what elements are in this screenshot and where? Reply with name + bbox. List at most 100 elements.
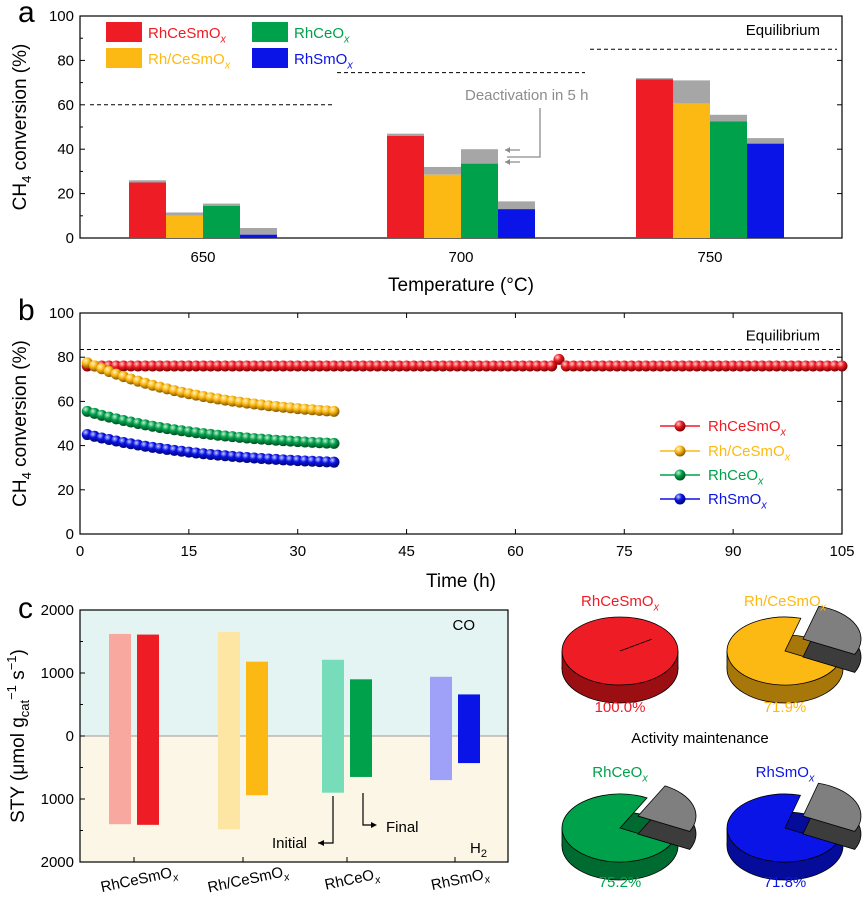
bar-RhCeOx [710, 121, 747, 238]
x-tick-label: 15 [181, 543, 198, 560]
legend-label-sub: x [346, 60, 353, 72]
pie-remainder [637, 785, 697, 832]
x-tick-label: 750 [697, 249, 722, 266]
x-tick-label-sub: x [282, 871, 291, 884]
pie-slice-RhCeOx [561, 793, 673, 863]
x-tick-label-sub: x [373, 874, 382, 887]
x-tick-label-sub: x [171, 871, 180, 884]
x-tick-label-base: RhCeO [323, 867, 375, 894]
x-tick-label: RhCeOx [323, 865, 382, 897]
pie-title-base: RhCeSmO [581, 593, 654, 610]
co-label: CO [453, 617, 476, 634]
legend-label-base: RhCeSmO [708, 418, 781, 435]
h2-base: H [470, 840, 481, 857]
y-tick-label: 2000 [41, 602, 74, 619]
initial-arrowhead [318, 840, 324, 846]
bar-deactivation [747, 138, 784, 144]
legend-swatch [252, 48, 288, 68]
bar-deactivation [636, 78, 673, 80]
initial-label: Initial [272, 835, 307, 852]
pie-title-sub: x [641, 773, 648, 785]
bar-RhSmOx [240, 234, 277, 238]
annotation-arrowheads [505, 147, 510, 165]
x-axis-label-b: Time (h) [426, 571, 496, 592]
data-point-Rh-CeSmOx [328, 405, 340, 417]
legend-label-base: RhCeO [294, 25, 344, 42]
y-tick-label: 60 [57, 393, 74, 410]
y-tick-label: 40 [57, 438, 74, 455]
panel-label-b: b [18, 294, 35, 327]
bar-deactivation [129, 180, 166, 183]
y-tick-label: 20 [57, 482, 74, 499]
pie-remainder [802, 782, 862, 832]
y-tick-label: 2000 [41, 854, 74, 871]
x-tick-label-group: Rh/CeSmOx [206, 864, 291, 897]
x-tick-label: 30 [289, 543, 306, 560]
y-tick-label: 100 [49, 8, 74, 25]
x-tick-label-base: Rh/CeSmO [206, 864, 285, 897]
bar-initial-RhCeSmOx [109, 633, 131, 825]
pie-title: Rh/CeSmOx [744, 593, 827, 614]
h2-label: H2 [470, 840, 487, 860]
bar-deactivation [240, 228, 277, 235]
ylabel-end: ) [8, 649, 29, 655]
y-tick-label: 40 [57, 141, 74, 158]
bar-initial-Rh-CeSmOx [218, 632, 240, 830]
pie-slice-RhSmOx [726, 793, 838, 863]
legend-marker [674, 445, 686, 457]
y-tick-label: 0 [66, 230, 74, 247]
ylabel-sub: cat [17, 700, 32, 718]
pie-title: RhCeSmOx [581, 593, 660, 614]
data-point-RhCeSmOx [836, 360, 848, 372]
legend-swatch [106, 22, 142, 42]
annotation-arrows [505, 149, 520, 163]
legend-marker [674, 493, 686, 505]
panel-b-time-chart: 0 20 40 60 80 100 0 15 30 45 60 75 90 105 CH4 conversi… [10, 305, 855, 592]
x-tick-label-base: RhCeSmO [99, 864, 173, 896]
bar-RhCeSmOx [129, 182, 166, 238]
x-tick-label-group: RhCeOx [323, 865, 382, 897]
bar-RhSmOx [747, 143, 784, 238]
legend-label-sub: x [760, 500, 767, 512]
panel-label-c: c [18, 592, 33, 625]
pie-slice-Rh-CeSmOx [726, 616, 838, 686]
bar-RhCeSmOx [636, 79, 673, 239]
bar-deactivation [498, 201, 535, 210]
final-label: Final [386, 819, 419, 836]
y-axis-label-a: CH4 conversion (%) [10, 44, 34, 211]
legend-label: Rh/CeSmOx [708, 443, 791, 464]
bar-deactivation [424, 166, 461, 175]
legend-label-base: Rh/CeSmO [148, 51, 225, 68]
y-axis-label-c-text: STY (μmol gcat−1 s−1) [4, 649, 32, 823]
y-axis-label-a-text: CH4 conversion (%) [10, 44, 34, 211]
y-axis-label-c: STY (μmol gcat−1 s−1) [4, 649, 32, 823]
legend-label: Rh/CeSmOx [148, 51, 231, 72]
legend-marker [674, 420, 686, 432]
ylabel-sub: 4 [19, 472, 34, 479]
ylabel-sup: −1 [4, 685, 19, 700]
panel-label-a: a [18, 0, 35, 29]
legend-label-sub: x [784, 452, 791, 464]
x-tick-label: 0 [76, 543, 84, 560]
pie-title-sub: x [820, 602, 827, 614]
legend-label: RhCeOx [708, 467, 764, 488]
deactivation-annotation: Deactivation in 5 h [465, 87, 588, 104]
pie-title: RhSmOx [756, 764, 815, 785]
legend-label-sub: x [224, 60, 231, 72]
pie-value-label: 71.8% [764, 874, 807, 891]
pie-value-label: 75.2% [599, 874, 642, 891]
y-tick-label: 20 [57, 186, 74, 203]
bar-RhSmOx [498, 209, 535, 238]
y-tick-label: 60 [57, 97, 74, 114]
x-tick-label: 650 [190, 249, 215, 266]
ylabel-ch: CH [10, 183, 31, 210]
legend-label: RhCeOx [294, 25, 350, 46]
x-tick-label-group: RhCeSmOx [99, 864, 180, 896]
ylabel-sup2: −1 [4, 655, 19, 670]
y-axis-label-b: CH4 conversion (%) [10, 340, 34, 507]
pie-seam [619, 638, 653, 652]
bar-final-RhCeOx [350, 679, 372, 777]
x-tick-label: 45 [398, 543, 415, 560]
ylabel-tail: s [8, 670, 29, 685]
